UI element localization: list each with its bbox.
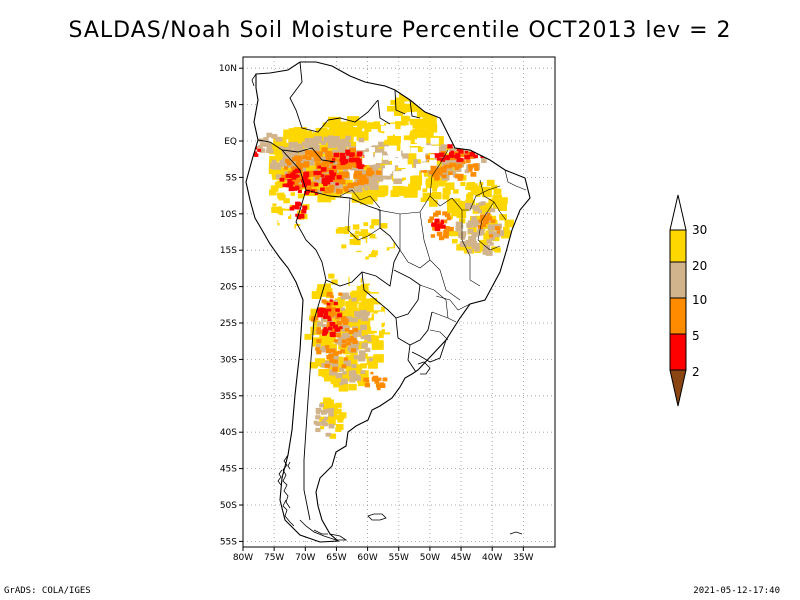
latitude-tick-label: 10S — [220, 210, 237, 220]
legend-label: 5 — [692, 329, 700, 343]
latitude-tick-label: 40S — [220, 428, 237, 438]
legend-swatch — [669, 297, 687, 335]
map-title: SALDAS/Noah Soil Moisture Percentile OCT… — [68, 18, 732, 43]
state-borders — [339, 149, 527, 341]
latitude-tick-label: 35S — [220, 392, 237, 402]
coastline — [245, 61, 531, 543]
country-borders — [257, 61, 447, 521]
longitude-tick-label: 65W — [326, 553, 346, 563]
legend-label: 20 — [692, 259, 707, 273]
legend-label: 30 — [692, 223, 707, 237]
latitude-tick-label: 5N — [225, 101, 237, 111]
latitude-axis-labels: 10N 5N EQ 5S 10S 15S 20S 25S 30S 35S 40S 45S 50S 55S — [219, 64, 237, 547]
longitude-tick-label: 40W — [482, 553, 502, 563]
legend-label: 2 — [692, 365, 700, 379]
longitude-tick-label: 50W — [420, 553, 440, 563]
latitude-tick-label: 20S — [220, 283, 237, 293]
longitude-tick-label: 35W — [513, 553, 533, 563]
longitude-tick-label: 60W — [357, 553, 377, 563]
legend-swatch — [669, 261, 687, 299]
color-legend: 30 20 10 5 2 — [669, 194, 707, 407]
legend-label: 10 — [692, 293, 707, 307]
latitude-tick-label: 25S — [220, 319, 237, 329]
footer-credit: GrADS: COLA/IGES — [4, 586, 91, 596]
latitude-tick-label: 30S — [220, 355, 237, 365]
legend-swatch — [669, 333, 687, 371]
legend-swatch — [669, 229, 687, 263]
southern-islands — [251, 73, 523, 541]
longitude-tick-label: 70W — [295, 553, 315, 563]
legend-bottom-arrow — [669, 369, 687, 407]
latitude-tick-label: 10N — [219, 64, 237, 74]
latitude-tick-label: 15S — [220, 246, 237, 256]
latitude-tick-label: 50S — [220, 501, 237, 511]
longitude-tick-label: 55W — [389, 553, 409, 563]
latitude-tick-label: EQ — [224, 137, 237, 147]
longitude-axis-labels: 80W 75W 70W 65W 60W 55W 50W 45W 40W 35W — [233, 553, 534, 563]
footer-timestamp: 2021-05-12-17:40 — [693, 586, 780, 596]
latitude-tick-label: 55S — [220, 537, 237, 547]
legend-top-arrow — [669, 194, 687, 231]
latitude-tick-label: 5S — [226, 173, 238, 183]
latitude-tick-label: 45S — [220, 465, 237, 475]
longitude-tick-label: 75W — [264, 553, 284, 563]
longitude-tick-label: 80W — [233, 553, 253, 563]
map-frame — [242, 56, 556, 548]
longitude-tick-label: 45W — [451, 553, 471, 563]
